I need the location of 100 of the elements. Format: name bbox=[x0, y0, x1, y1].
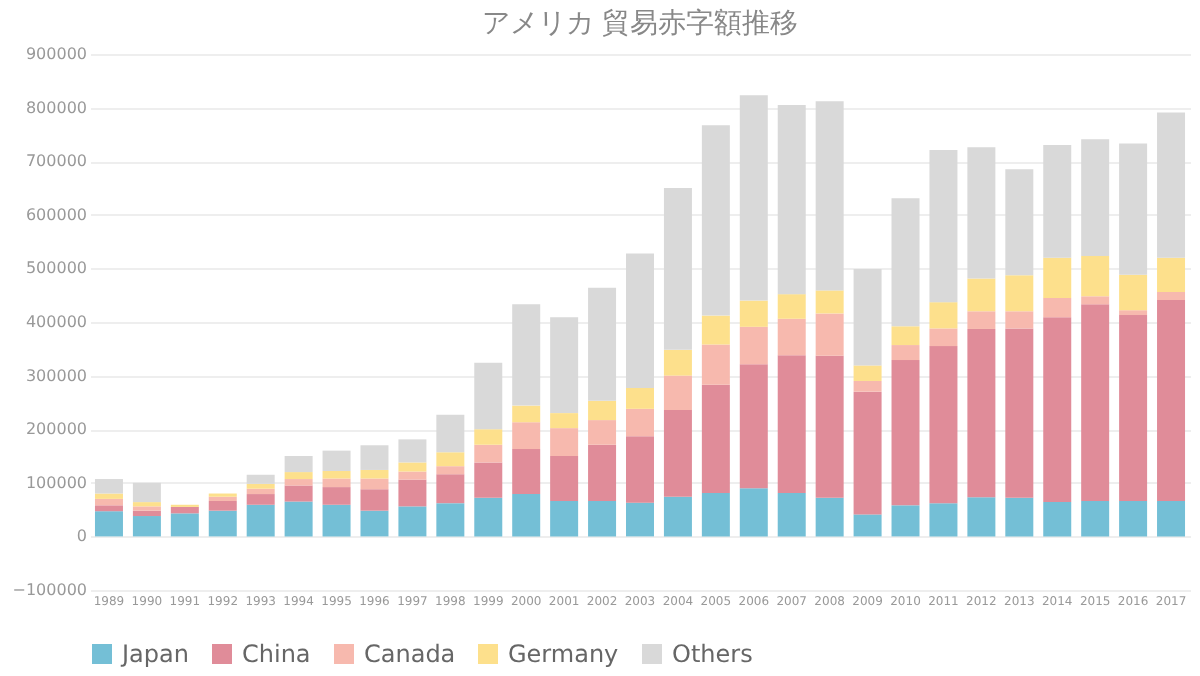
bar bbox=[512, 422, 541, 450]
bar bbox=[512, 449, 541, 495]
bar bbox=[208, 510, 237, 537]
bar bbox=[626, 502, 654, 537]
bar bbox=[853, 380, 882, 392]
legend-label: Germany bbox=[508, 640, 619, 668]
bar bbox=[1043, 145, 1072, 258]
bar bbox=[474, 462, 503, 498]
bar bbox=[246, 474, 275, 484]
bar bbox=[588, 400, 617, 421]
y-tick-label: 0 bbox=[76, 527, 87, 546]
bar bbox=[777, 355, 806, 493]
bar bbox=[436, 503, 465, 537]
bar bbox=[626, 436, 654, 503]
bar bbox=[436, 474, 465, 504]
bar bbox=[815, 290, 844, 314]
bar bbox=[208, 501, 237, 511]
bar bbox=[360, 445, 389, 470]
bar bbox=[663, 409, 692, 497]
bar bbox=[1043, 257, 1072, 298]
bar bbox=[929, 346, 958, 504]
y-tick-label: 100000 bbox=[25, 473, 87, 492]
bar bbox=[398, 439, 427, 463]
bar bbox=[436, 452, 465, 467]
bar bbox=[891, 505, 920, 537]
bar bbox=[246, 504, 275, 537]
bar bbox=[701, 344, 730, 385]
bar bbox=[777, 318, 806, 356]
legend-label: China bbox=[242, 640, 311, 668]
bar bbox=[322, 478, 351, 488]
bar bbox=[815, 355, 844, 498]
chart-title: アメリカ 貿易赤字額推移 bbox=[481, 8, 799, 40]
y-tick-label: 700000 bbox=[25, 152, 87, 171]
bar bbox=[550, 501, 579, 537]
bar bbox=[891, 345, 920, 361]
bar bbox=[550, 317, 579, 414]
bar bbox=[132, 510, 161, 517]
bar bbox=[322, 504, 351, 537]
bar bbox=[550, 413, 579, 429]
bar bbox=[474, 497, 503, 537]
bar bbox=[474, 444, 503, 463]
y-tick-label: 400000 bbox=[25, 313, 87, 331]
bar bbox=[1043, 317, 1072, 503]
bar bbox=[1157, 300, 1186, 502]
bar bbox=[132, 482, 161, 503]
bar bbox=[398, 462, 427, 472]
bar bbox=[246, 494, 275, 505]
bar bbox=[1081, 501, 1110, 537]
bar bbox=[929, 328, 958, 347]
bar bbox=[1119, 274, 1148, 311]
bar bbox=[360, 510, 389, 537]
bar bbox=[94, 505, 123, 512]
bar bbox=[1081, 296, 1110, 305]
bar bbox=[853, 514, 882, 537]
bar bbox=[322, 471, 351, 479]
bar bbox=[1119, 143, 1148, 275]
legend-label: Canada bbox=[364, 640, 456, 668]
bar bbox=[626, 387, 654, 409]
bar bbox=[1157, 291, 1186, 301]
bar bbox=[853, 365, 882, 381]
y-tick-label: −100000 bbox=[12, 581, 87, 599]
bar bbox=[284, 479, 313, 486]
bar bbox=[550, 428, 579, 456]
bar bbox=[246, 488, 275, 495]
y-tick-label: 600000 bbox=[25, 205, 87, 224]
legend-label: Others bbox=[672, 640, 753, 668]
bar bbox=[815, 101, 844, 291]
bar bbox=[1043, 502, 1072, 537]
bar bbox=[1081, 139, 1110, 257]
bar bbox=[967, 147, 996, 279]
bar bbox=[398, 479, 427, 507]
bar bbox=[739, 326, 768, 365]
bar bbox=[739, 364, 768, 489]
bar bbox=[512, 405, 541, 423]
bar bbox=[1119, 315, 1148, 502]
bar bbox=[284, 485, 313, 502]
bar bbox=[967, 328, 996, 498]
bar bbox=[588, 420, 617, 445]
bar bbox=[701, 125, 730, 316]
y-tick-label: 800000 bbox=[25, 98, 87, 117]
bar bbox=[1081, 256, 1110, 297]
bar bbox=[474, 362, 503, 430]
bar bbox=[739, 488, 768, 537]
bar bbox=[360, 469, 389, 479]
bar bbox=[170, 513, 199, 537]
bar bbox=[94, 493, 123, 499]
bar bbox=[1081, 304, 1110, 502]
bar bbox=[132, 516, 161, 537]
bar bbox=[1157, 112, 1186, 258]
bar bbox=[512, 304, 541, 406]
bar bbox=[853, 268, 882, 366]
bar bbox=[701, 315, 730, 345]
bar bbox=[208, 496, 237, 502]
bar bbox=[701, 384, 730, 493]
bar bbox=[777, 104, 806, 295]
bar bbox=[1157, 501, 1186, 537]
bar bbox=[1043, 297, 1072, 318]
bar bbox=[588, 501, 617, 537]
bar bbox=[929, 503, 958, 537]
bar bbox=[1005, 275, 1034, 312]
